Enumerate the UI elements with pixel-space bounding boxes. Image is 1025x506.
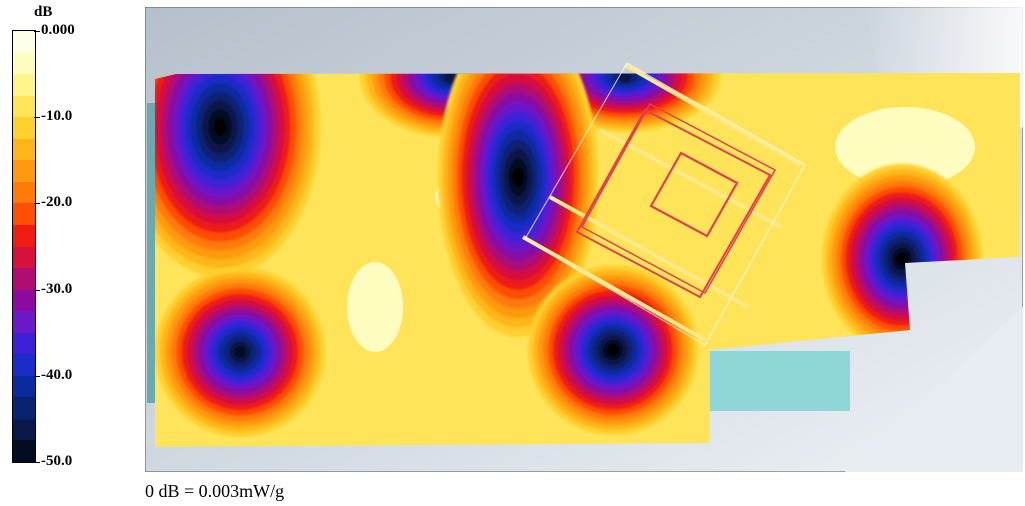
reference-level-caption: 0 dB = 0.003mW/g — [145, 481, 285, 501]
contour-band — [896, 253, 908, 265]
colorbar-segment — [13, 354, 35, 377]
contour-band — [214, 118, 226, 136]
antenna-outline — [522, 62, 806, 346]
colorbar-segment — [13, 52, 35, 75]
colorbar-segment — [13, 138, 35, 161]
colorbar-tick-label: -20.0 — [41, 194, 73, 211]
colorbar-segment — [13, 289, 35, 312]
colorbar-segment — [13, 160, 35, 183]
colorbar-segment — [13, 181, 35, 204]
colorbar-tick-label: -30.0 — [41, 280, 73, 297]
contour-band — [618, 73, 632, 83]
minimum-lower-center — [528, 265, 698, 435]
colorbar-tick-label: 0.000 — [41, 22, 75, 38]
plot-area — [144, 6, 1024, 473]
colorbar-tick-label: -40.0 — [41, 366, 73, 383]
colorbar-tick-mark — [34, 203, 40, 205]
colorbar-tick-mark — [34, 31, 40, 32]
background-glare-lower — [845, 307, 1023, 472]
colorbar-segment — [13, 375, 35, 398]
colorbar-segment — [13, 332, 35, 355]
minimum-lower-left — [155, 267, 325, 437]
colorbar-segment — [13, 418, 35, 441]
colorbar-segment — [13, 117, 35, 140]
colorbar-segment — [13, 31, 35, 54]
colorbar-segment — [13, 95, 35, 118]
field-heatmap — [155, 73, 1020, 447]
colorbar-segment — [13, 246, 35, 269]
colorbar-tick-mark — [34, 375, 40, 377]
heatmap-light-patch — [835, 107, 975, 187]
contour-band — [234, 346, 246, 358]
colorbar-segment — [13, 224, 35, 247]
teal-block-bottom — [705, 351, 850, 411]
sar-scan-plot — [144, 6, 1024, 473]
contour-band — [444, 73, 456, 83]
colorbar-segment — [13, 203, 35, 226]
contour-band — [512, 167, 524, 187]
colorbar-segment — [13, 311, 35, 334]
colorbar-tick-mark — [34, 117, 40, 119]
colorbar-unit-label: dB — [34, 4, 53, 20]
contour-band — [607, 344, 619, 356]
colorbar-tick-label: -10.0 — [41, 108, 73, 125]
colorbar-tick-label: -50.0 — [41, 453, 73, 469]
colorbar-segment — [13, 397, 35, 420]
colorbar-tick-mark — [34, 462, 40, 463]
heatmap-light-patch — [347, 262, 403, 352]
colorbar-segment — [13, 74, 35, 97]
colorbar-segment — [13, 440, 35, 463]
minimum-upper-left — [155, 73, 320, 277]
colorbar — [12, 30, 36, 463]
colorbar-segment — [13, 268, 35, 291]
colorbar-tick-mark — [34, 289, 40, 291]
